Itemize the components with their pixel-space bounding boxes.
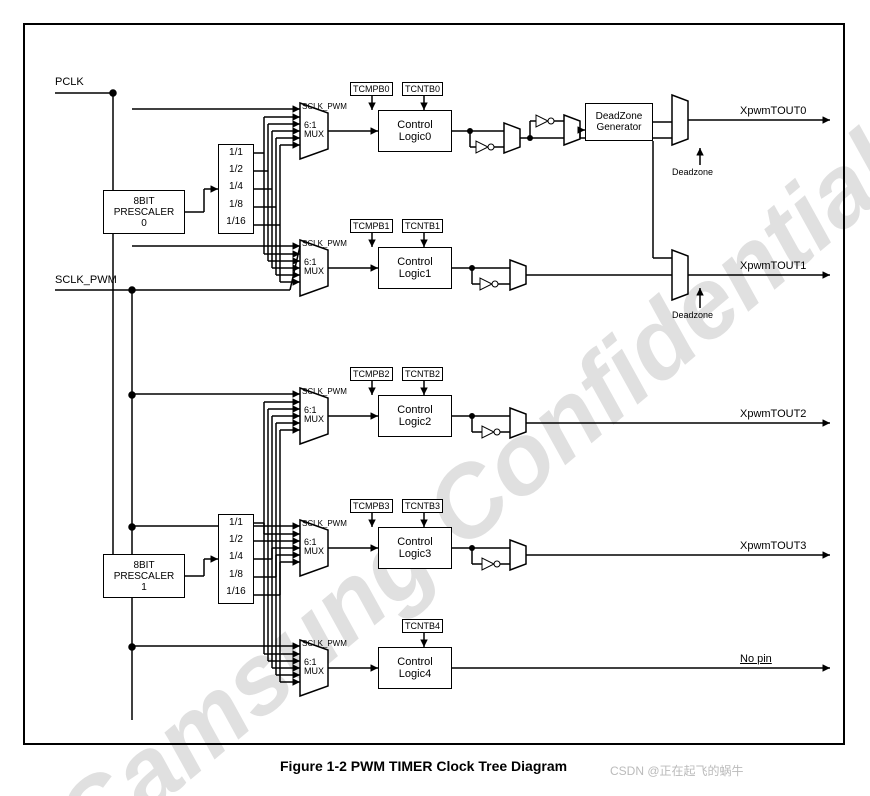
pclk-label: PCLK [55, 76, 84, 88]
prescaler-1: 8BIT PRESCALER 1 [103, 554, 185, 598]
divider-1: 1/1 1/2 1/4 1/8 1/16 [218, 514, 254, 604]
output-label-0: XpwmTOUT0 [740, 105, 806, 117]
mux-sclk-label: SCLK_PWM [302, 519, 347, 528]
control-logic-0: ControlLogic0 [378, 110, 452, 152]
mux-sclk-label: SCLK_PWM [302, 639, 347, 648]
csdn-watermark: CSDN @正在起飞的蜗牛 [610, 762, 744, 779]
tcnt-4: TCNTB4 [402, 619, 443, 633]
mux-label: 6:1MUX [304, 258, 324, 276]
output-label-3: XpwmTOUT3 [740, 540, 806, 552]
tcmp-3: TCMPB3 [350, 499, 393, 513]
tcnt-3: TCNTB3 [402, 499, 443, 513]
mux-label: 6:1MUX [304, 121, 324, 139]
tcmp-2: TCMPB2 [350, 367, 393, 381]
mux-sclk-label: SCLK_PWM [302, 102, 347, 111]
mux-sclk-label: SCLK_PWM [302, 387, 347, 396]
control-logic-3: ControlLogic3 [378, 527, 452, 569]
control-logic-1: ControlLogic1 [378, 247, 452, 289]
mux-label: 6:1MUX [304, 538, 324, 556]
tcmp-0: TCMPB0 [350, 82, 393, 96]
control-logic-2: ControlLogic2 [378, 395, 452, 437]
prescaler-0: 8BIT PRESCALER 0 [103, 190, 185, 234]
mux-label: 6:1MUX [304, 658, 324, 676]
divider-0: 1/1 1/2 1/4 1/8 1/16 [218, 144, 254, 234]
mux-sclk-label: SCLK_PWM [302, 239, 347, 248]
output-label-2: XpwmTOUT2 [740, 408, 806, 420]
output-label-1: XpwmTOUT1 [740, 260, 806, 272]
tcmp-1: TCMPB1 [350, 219, 393, 233]
deadzone-generator: DeadZoneGenerator [585, 103, 653, 141]
figure-caption: Figure 1-2 PWM TIMER Clock Tree Diagram [280, 758, 567, 774]
control-logic-4: ControlLogic4 [378, 647, 452, 689]
tcnt-0: TCNTB0 [402, 82, 443, 96]
tcnt-1: TCNTB1 [402, 219, 443, 233]
output-label-4: No pin [740, 653, 772, 665]
tcnt-2: TCNTB2 [402, 367, 443, 381]
mux-label: 6:1MUX [304, 406, 324, 424]
deadzone-label-0: Deadzone [672, 167, 713, 177]
deadzone-label-1: Deadzone [672, 310, 713, 320]
sclk-pwm-label: SCLK_PWM [55, 274, 117, 286]
